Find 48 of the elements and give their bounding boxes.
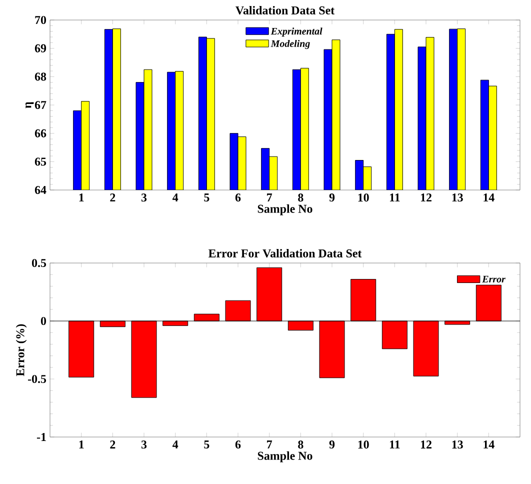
x-tick-label: 4 xyxy=(172,440,178,448)
legend-label: Modeling xyxy=(270,40,310,50)
x-tick-label: 10 xyxy=(358,440,369,449)
x-tick-label: 12 xyxy=(420,440,432,448)
x-tick-label: 9 xyxy=(329,440,335,449)
x-tick-label: 5 xyxy=(204,194,210,202)
x-tick-label: 2 xyxy=(110,440,116,448)
x-tick-label: 13 xyxy=(452,440,463,449)
y-tick-label: 64 xyxy=(34,186,46,194)
x-tick-label: 6 xyxy=(235,194,241,202)
y-tick-label: 69 xyxy=(34,44,46,52)
y-tick-label: 66 xyxy=(34,129,46,138)
chart-title: Validation Data Set xyxy=(236,6,335,15)
y-axis-title: Error (%) xyxy=(16,324,27,376)
legend-label: Exprimental xyxy=(270,28,322,37)
x-tick-label: 4 xyxy=(172,194,178,202)
x-tick-label: 3 xyxy=(141,194,147,202)
y-tick-label: 0.5 xyxy=(32,258,46,268)
x-tick-label: 14 xyxy=(484,194,494,202)
x-tick-label: 2 xyxy=(110,194,116,202)
x-tick-label: 1 xyxy=(79,194,84,202)
x-tick-label: 10 xyxy=(358,194,369,202)
x-tick-label: 5 xyxy=(204,440,210,448)
x-tick-label: 1 xyxy=(79,440,84,448)
y-tick-label: -0.5 xyxy=(28,374,46,384)
x-axis-title: Sample No xyxy=(258,451,312,462)
chart-title: Error For Validation Data Set xyxy=(208,249,362,258)
y-tick-label: 70 xyxy=(35,16,46,24)
x-tick-label: 7 xyxy=(267,194,272,202)
legend-label: Error xyxy=(482,276,506,283)
y-tick-label: 0 xyxy=(40,316,46,326)
x-tick-label: 3 xyxy=(141,440,147,449)
x-tick-label: 12 xyxy=(420,194,432,202)
y-tick-label: -1 xyxy=(36,433,46,441)
x-tick-label: 7 xyxy=(267,440,272,448)
y-tick-label: 68 xyxy=(34,72,46,81)
x-tick-label: 8 xyxy=(298,440,304,449)
x-tick-label: 11 xyxy=(390,194,400,202)
x-tick-label: 6 xyxy=(235,440,241,449)
y-tick-label: 65 xyxy=(34,158,46,166)
x-tick-label: 14 xyxy=(484,440,494,448)
y-tick-label: 67 xyxy=(34,100,46,110)
x-tick-label: 11 xyxy=(390,440,400,448)
x-tick-label: 13 xyxy=(452,194,463,202)
x-tick-label: 8 xyxy=(298,194,304,202)
y-axis-title: η xyxy=(26,102,34,108)
x-tick-label: 9 xyxy=(329,194,335,202)
x-axis-title: Sample No xyxy=(258,204,312,216)
